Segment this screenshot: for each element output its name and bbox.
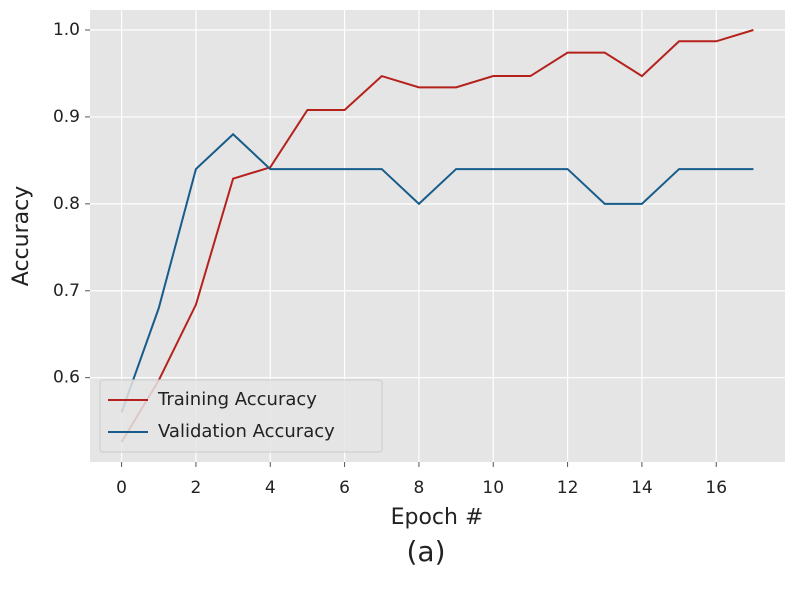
x-axis-label: Epoch #: [391, 505, 484, 530]
legend-label: Validation Accuracy: [158, 421, 335, 442]
series-line: [120, 29, 754, 443]
caption: (a): [406, 535, 445, 568]
y-tick-label: 1.0: [53, 20, 80, 40]
legend-box: [99, 379, 383, 453]
x-tick-label: 0: [116, 478, 127, 498]
series-line: [120, 132, 754, 413]
x-tick-label: 10: [482, 478, 504, 498]
x-tick-label: 4: [265, 478, 276, 498]
x-tick-label: 16: [705, 478, 727, 498]
y-axis-label: Accuracy: [9, 186, 34, 286]
y-tick-label: 0.8: [53, 194, 80, 214]
x-tick-label: 14: [631, 478, 653, 498]
x-tick-label: 2: [191, 478, 202, 498]
x-tick-label: 12: [557, 478, 579, 498]
x-tick-label: 6: [339, 478, 350, 498]
y-tick-label: 0.6: [53, 368, 80, 388]
x-tick-label: 8: [414, 478, 425, 498]
y-tick-label: 0.9: [53, 107, 80, 127]
legend-label: Training Accuracy: [157, 389, 317, 410]
y-tick-label: 0.7: [53, 281, 80, 301]
